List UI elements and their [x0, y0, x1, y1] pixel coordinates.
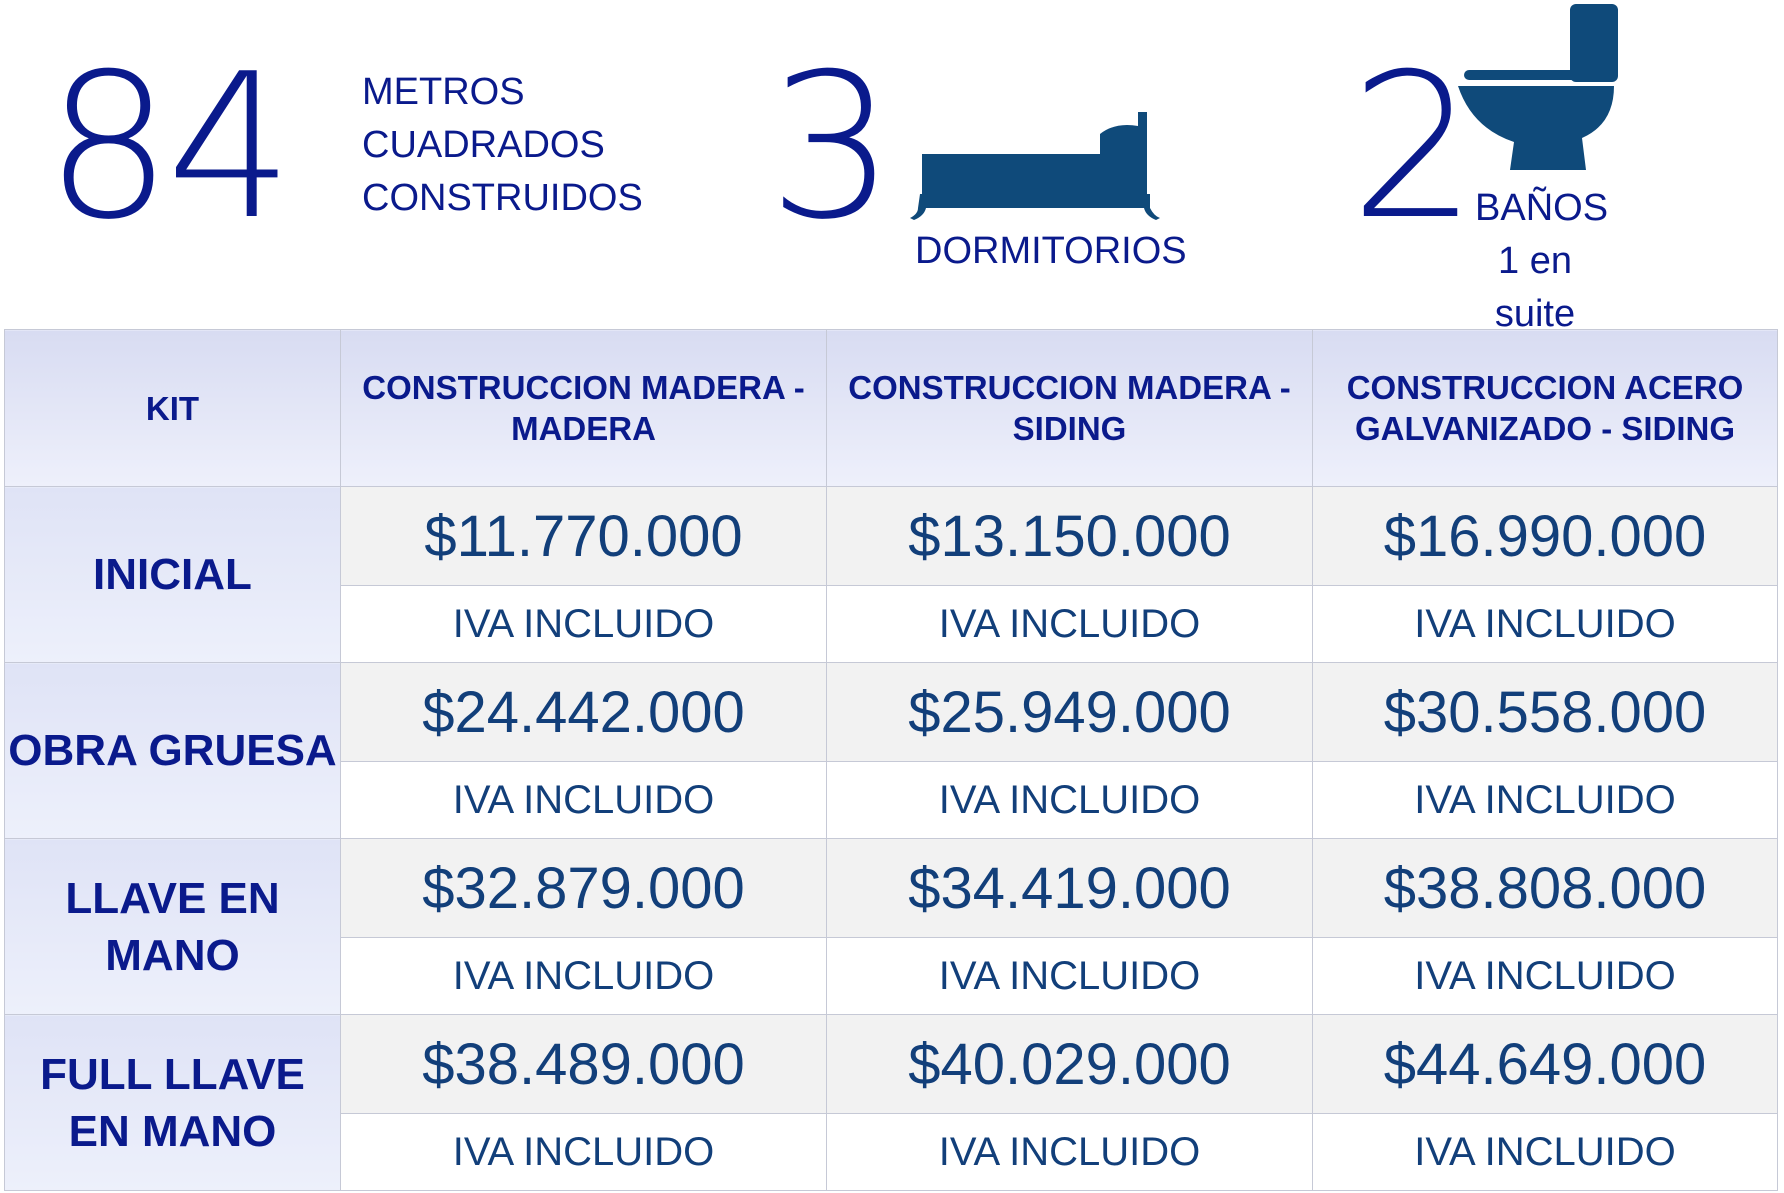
iva-note: IVA INCLUIDO — [1312, 937, 1778, 1015]
iva-note: IVA INCLUIDO — [340, 1113, 827, 1191]
table-row: OBRA GRUESA $24.442.000 $25.949.000 $30.… — [4, 662, 1778, 839]
iva-note: IVA INCLUIDO — [340, 585, 827, 663]
bathrooms-label-line: suite — [1494, 293, 1576, 335]
table-row: INICIAL $11.770.000 $13.150.000 $16.990.… — [4, 486, 1778, 663]
bathrooms-label-line: 1 en — [1498, 240, 1572, 282]
iva-note: IVA INCLUIDO — [1312, 761, 1778, 839]
table-row-iva: IVA INCLUIDO IVA INCLUIDO IVA INCLUIDO — [5, 585, 1778, 663]
area-label-line: CUADRADOS — [362, 124, 605, 166]
area-label-line: CONSTRUIDOS — [362, 177, 643, 219]
iva-note: IVA INCLUIDO — [826, 1113, 1313, 1191]
price-cell: $38.489.000 — [340, 1014, 827, 1114]
price-cell: $32.879.000 — [340, 838, 827, 938]
bedrooms-label: DORMITORIOS — [915, 230, 1187, 272]
iva-note: IVA INCLUIDO — [340, 937, 827, 1015]
price-table: KIT CONSTRUCCION MADERA - MADERA CONSTRU… — [4, 329, 1778, 1191]
iva-note: IVA INCLUIDO — [1312, 1113, 1778, 1191]
price-cell: $11.770.000 — [340, 486, 827, 586]
table-row-iva: IVA INCLUIDO IVA INCLUIDO IVA INCLUIDO — [5, 1113, 1778, 1191]
header-acero-siding: CONSTRUCCION ACERO GALVANIZADO - SIDING — [1312, 329, 1778, 487]
iva-note: IVA INCLUIDO — [826, 937, 1313, 1015]
iva-note: IVA INCLUIDO — [340, 761, 827, 839]
table-header-row: KIT CONSTRUCCION MADERA - MADERA CONSTRU… — [4, 329, 1778, 487]
area-value: 84 — [45, 31, 293, 264]
toilet-icon — [1458, 4, 1618, 170]
kit-name: FULL LLAVE EN MANO — [4, 1014, 341, 1191]
iva-note: IVA INCLUIDO — [826, 585, 1313, 663]
bathrooms-label: BAÑOS 1 en suite — [1475, 182, 1608, 341]
price-cell: $34.419.000 — [826, 838, 1313, 938]
bed-icon — [910, 112, 1160, 220]
header-kit: KIT — [4, 329, 341, 487]
area-label-line: METROS — [362, 71, 525, 113]
area-label: METROS CUADRADOS CONSTRUIDOS — [362, 66, 643, 225]
table-row-iva: IVA INCLUIDO IVA INCLUIDO IVA INCLUIDO — [5, 937, 1778, 1015]
kit-name: INICIAL — [4, 486, 341, 663]
iva-note: IVA INCLUIDO — [826, 761, 1313, 839]
price-cell: $25.949.000 — [826, 662, 1313, 762]
header-madera-madera: CONSTRUCCION MADERA - MADERA — [340, 329, 827, 487]
table-row: LLAVE EN MANO $32.879.000 $34.419.000 $3… — [4, 838, 1778, 1015]
iva-note: IVA INCLUIDO — [1312, 585, 1778, 663]
price-cell: $40.029.000 — [826, 1014, 1313, 1114]
bathrooms-label-line: BAÑOS — [1475, 187, 1609, 229]
table-row: FULL LLAVE EN MANO $38.489.000 $40.029.0… — [4, 1014, 1778, 1191]
table-row-iva: IVA INCLUIDO IVA INCLUIDO IVA INCLUIDO — [5, 761, 1778, 839]
kit-name: LLAVE EN MANO — [4, 838, 341, 1015]
price-cell: $24.442.000 — [340, 662, 827, 762]
kit-name: OBRA GRUESA — [4, 662, 341, 839]
price-cell: $38.808.000 — [1312, 838, 1778, 938]
bedrooms-value: 3 — [768, 31, 896, 264]
price-cell: $30.558.000 — [1312, 662, 1778, 762]
bathrooms-value: 2 — [1350, 31, 1478, 264]
price-cell: $16.990.000 — [1312, 486, 1778, 586]
price-cell: $13.150.000 — [826, 486, 1313, 586]
header-madera-siding: CONSTRUCCION MADERA - SIDING — [826, 329, 1313, 487]
price-cell: $44.649.000 — [1312, 1014, 1778, 1114]
